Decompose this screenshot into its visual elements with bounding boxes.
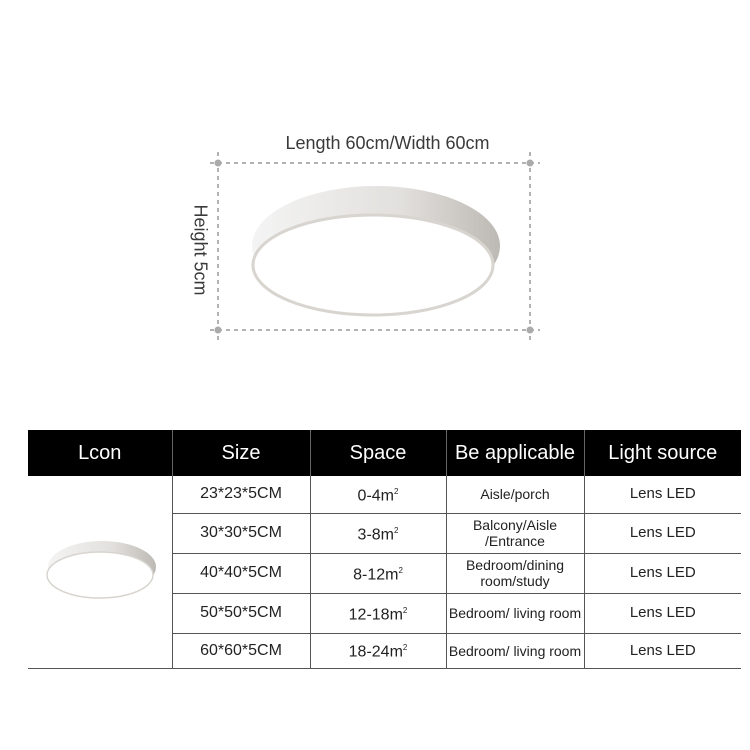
size-cell: 60*60*5CM <box>171 633 310 669</box>
applicable-cell: Bedroom/ living room <box>445 593 584 634</box>
space-cell: 0-4m2 <box>309 476 446 514</box>
applicable-cell: Bedroom/dining room/study <box>445 553 584 594</box>
header-size: Size <box>171 430 310 476</box>
table-row: 50*50*5CM 12-18m2 Bedroom/ living room L… <box>28 593 741 634</box>
table-row: 40*40*5CM 8-12m2 Bedroom/dining room/stu… <box>28 553 741 594</box>
light-source-cell: Lens LED <box>583 513 741 554</box>
dimension-diagram <box>210 152 540 340</box>
space-cell: 3-8m2 <box>309 513 446 554</box>
size-cell: 50*50*5CM <box>171 593 310 634</box>
table-row: 30*30*5CM 3-8m2 Balcony/Aisle /Entrance … <box>28 513 741 554</box>
light-source-cell: Lens LED <box>583 476 741 514</box>
applicable-cell: Aisle/porch <box>445 476 584 514</box>
dimension-guides <box>210 152 540 340</box>
guide-dots <box>214 159 534 334</box>
header-applicable: Be applicable <box>445 430 584 476</box>
header-light-source: Light source <box>583 430 741 476</box>
ceiling-lamp-icon <box>46 541 156 599</box>
header-space: Space <box>309 430 446 476</box>
applicable-cell: Bedroom/ living room <box>445 633 584 669</box>
space-cell: 12-18m2 <box>309 593 446 634</box>
size-cell: 23*23*5CM <box>171 476 310 514</box>
table-row: 60*60*5CM 18-24m2 Bedroom/ living room L… <box>28 633 741 669</box>
applicable-cell: Balcony/Aisle /Entrance <box>445 513 584 554</box>
light-source-cell: Lens LED <box>583 593 741 634</box>
header-icon: Lcon <box>28 430 172 476</box>
lamp-icon-cell <box>28 476 172 669</box>
spec-table: Lcon Size Space Be applicable Light sour… <box>28 430 741 669</box>
length-width-label: Length 60cm/Width 60cm <box>285 133 490 153</box>
size-cell: 30*30*5CM <box>171 513 310 554</box>
space-cell: 18-24m2 <box>309 633 446 669</box>
light-source-cell: Lens LED <box>583 633 741 669</box>
table-row: 23*23*5CM 0-4m2 Aisle/porch Lens LED <box>28 476 741 669</box>
space-cell: 8-12m2 <box>309 553 446 594</box>
light-source-cell: Lens LED <box>583 553 741 594</box>
table-header-row: Lcon Size Space Be applicable Light sour… <box>28 430 741 476</box>
size-cell: 40*40*5CM <box>171 553 310 594</box>
ceiling-lamp-image <box>251 186 500 317</box>
height-label: Height 5cm <box>190 204 211 296</box>
